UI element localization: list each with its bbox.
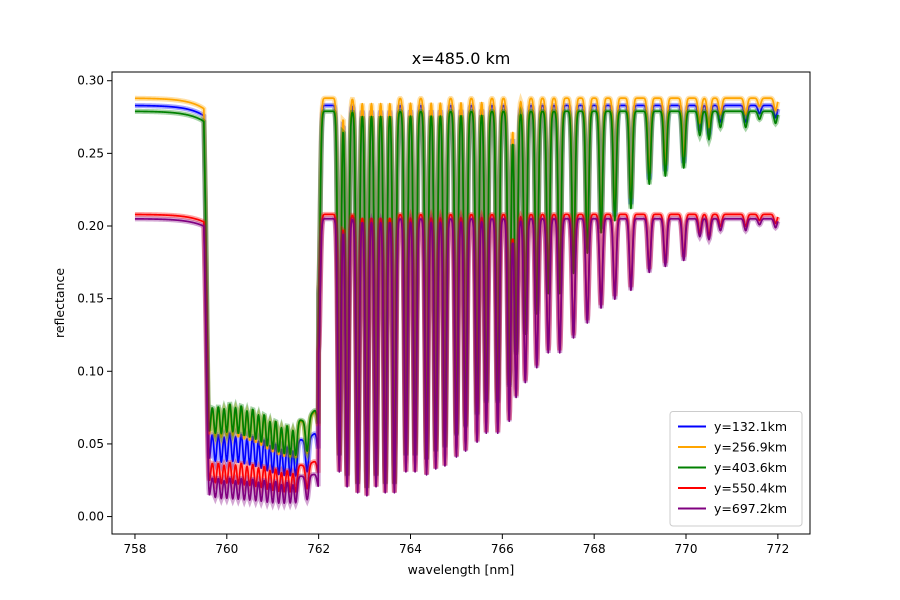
legend-label: y=697.2km	[714, 501, 787, 516]
y-tick-label: 0.20	[77, 219, 104, 233]
chart-title: x=485.0 km	[412, 49, 511, 68]
y-tick-label: 0.30	[77, 74, 104, 88]
y-axis: 0.00 0.05 0.10 0.15 0.20 0.25 0.30	[77, 74, 112, 524]
x-tick-label: 768	[583, 542, 606, 556]
x-tick-label: 770	[675, 542, 698, 556]
x-tick-label: 766	[491, 542, 514, 556]
y-tick-label: 0.00	[77, 510, 104, 524]
x-tick-label: 762	[307, 542, 330, 556]
x-tick-label: 772	[766, 542, 789, 556]
x-tick-label: 764	[399, 542, 422, 556]
plot-lines	[134, 92, 781, 511]
axes-frame	[111, 71, 811, 535]
y-tick-label: 0.15	[77, 292, 104, 306]
x-axis: 758 760 762 764 766 768 770 772	[124, 534, 789, 556]
series-line	[134, 217, 779, 505]
y-axis-label: reflectance	[52, 268, 67, 338]
legend-label: y=550.4km	[714, 481, 787, 496]
legend-label: y=403.6km	[714, 460, 787, 475]
legend-box	[669, 411, 803, 527]
x-tick-label: 760	[215, 542, 238, 556]
legend: y=132.1km y=256.9km y=403.6km y=550.4km y=69…	[669, 411, 803, 527]
legend-label: y=132.1km	[714, 419, 787, 434]
y-tick-label: 0.05	[77, 437, 104, 451]
x-tick-label: 758	[124, 542, 147, 556]
y-tick-label: 0.10	[77, 364, 104, 378]
y-tick-label: 0.25	[77, 146, 104, 160]
legend-label: y=256.9km	[714, 440, 787, 455]
x-axis-label: wavelength [nm]	[408, 562, 515, 577]
